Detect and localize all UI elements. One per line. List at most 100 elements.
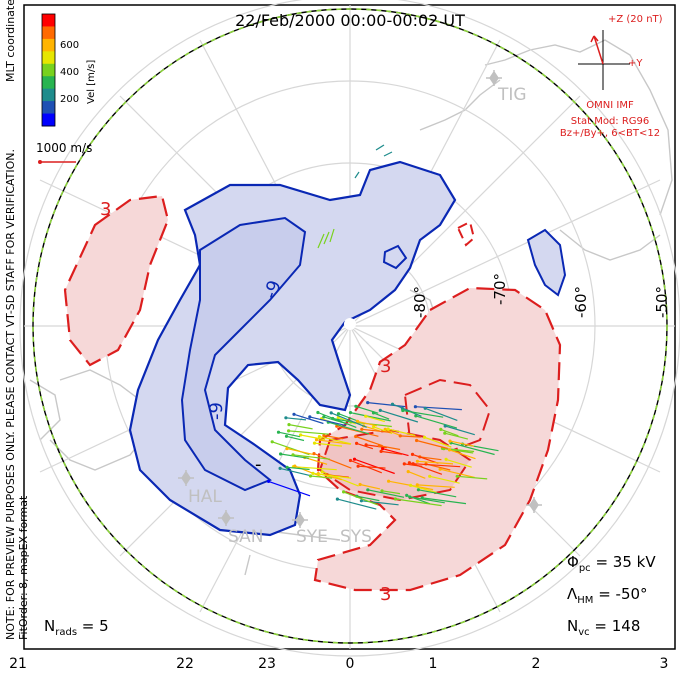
positive-potential-cells bbox=[63, 194, 562, 592]
contour-label-pos-1: 3 bbox=[100, 199, 111, 220]
imf-dial: +Z (20 nT) +Y OMNI IMF Stat Mod: RG96 Bz… bbox=[560, 14, 663, 139]
velocity-vector bbox=[449, 449, 476, 460]
velocity-vector bbox=[288, 430, 330, 435]
stat-phi-pc: Φpc = 35 kV bbox=[567, 553, 656, 574]
velocity-vector-origin bbox=[311, 471, 315, 475]
mlt-tick-1: 1 bbox=[429, 656, 438, 672]
velocity-vector bbox=[382, 448, 409, 457]
stat-lambda-value: -50° bbox=[616, 585, 648, 603]
velocity-vector bbox=[365, 415, 385, 423]
velocity-vector-origin bbox=[317, 435, 321, 439]
imf-source: OMNI IMF bbox=[586, 100, 634, 111]
station-label-sye: SYE bbox=[296, 527, 328, 547]
contour-label-pos-3: 3 bbox=[380, 584, 391, 605]
imf-z-label: +Z (20 nT) bbox=[608, 14, 663, 25]
velocity-vector bbox=[442, 447, 475, 453]
note-mlt-coordinates: MLT coordinates bbox=[4, 0, 17, 82]
map-title: 22/Feb/2000 00:00-00:02 UT bbox=[235, 11, 465, 30]
velocity-vector bbox=[457, 475, 488, 480]
velocity-vector bbox=[286, 435, 305, 442]
velocity-vector bbox=[417, 484, 455, 488]
velocity-vector-origin bbox=[415, 483, 419, 487]
velocity-vector-origin bbox=[372, 425, 376, 429]
velocity-vector bbox=[400, 435, 421, 438]
velocity-vector bbox=[286, 448, 314, 455]
velocity-vector bbox=[450, 442, 495, 456]
stat-lambda-subscript: HM bbox=[577, 595, 593, 606]
station-labels: TIG HAL SAN SYE SYS bbox=[188, 85, 527, 547]
colorbar-swatch bbox=[42, 76, 55, 90]
velocity-vector-origin bbox=[448, 439, 452, 443]
velocity-vector-origin bbox=[444, 457, 448, 461]
velocity-vector bbox=[383, 151, 393, 157]
velocity-vector bbox=[410, 484, 437, 494]
velocity-vector bbox=[395, 498, 442, 507]
scale-vector: 1000 m/s bbox=[36, 141, 92, 164]
velocity-vector bbox=[268, 480, 311, 497]
stat-nvc-value: 148 bbox=[612, 617, 641, 635]
velocity-vector-origin bbox=[383, 427, 387, 431]
velocity-vector bbox=[316, 439, 351, 445]
note-preview: NOTE: FOR PREVIEW PURPOSES ONLY. PLEASE … bbox=[4, 149, 17, 640]
velocity-vector-origin bbox=[329, 411, 333, 415]
velocity-vector-origin bbox=[267, 479, 271, 483]
velocity-vector bbox=[379, 445, 401, 451]
pole-marker bbox=[344, 318, 356, 330]
velocity-vector bbox=[313, 453, 352, 469]
velocity-vector bbox=[300, 434, 326, 441]
stat-nrads-subscript: rads bbox=[55, 627, 77, 638]
velocity-vector bbox=[293, 466, 337, 471]
velocity-vector bbox=[417, 460, 454, 465]
velocity-vector-origin bbox=[422, 435, 427, 439]
velocity-vector bbox=[419, 456, 442, 461]
velocity-vector-origin bbox=[390, 402, 395, 406]
station-marker-tig bbox=[486, 70, 502, 86]
velocity-vector bbox=[356, 495, 380, 502]
velocity-vector bbox=[287, 466, 310, 471]
velocity-vector-origin bbox=[322, 433, 326, 438]
stat-lambda-symbol: Λ bbox=[567, 585, 578, 603]
velocity-vector bbox=[354, 171, 360, 179]
velocity-vector bbox=[350, 412, 391, 422]
velocity-vector-origin bbox=[348, 411, 353, 415]
velocity-colorbar: 600 400 200 Vel [m/s] bbox=[41, 13, 97, 127]
negative-cell-inner bbox=[180, 216, 307, 492]
velocity-vector bbox=[445, 425, 475, 436]
velocity-vector bbox=[323, 231, 330, 245]
colorbar-axis-label: Vel [m/s] bbox=[86, 60, 97, 104]
velocity-vector-origin bbox=[292, 412, 296, 416]
velocity-vector-origin bbox=[308, 474, 313, 478]
colorbar-swatch bbox=[42, 88, 55, 102]
velocity-vector bbox=[412, 453, 439, 464]
heppner-maynard-boundary-dashes bbox=[32, 8, 668, 644]
velocity-vector-origin bbox=[312, 441, 317, 445]
velocity-vector-origin bbox=[342, 490, 346, 494]
velocity-vector bbox=[440, 428, 459, 437]
velocity-vector bbox=[387, 428, 416, 437]
velocity-vector bbox=[355, 435, 383, 447]
velocity-vector-origin bbox=[278, 466, 282, 470]
velocity-vector bbox=[310, 475, 333, 479]
velocity-vector-origin bbox=[398, 434, 402, 438]
velocity-vector bbox=[361, 428, 391, 433]
mlt-tick-0: 0 bbox=[346, 656, 355, 672]
velocity-vector-origin bbox=[411, 462, 415, 466]
velocity-vector-origin bbox=[443, 424, 447, 428]
velocity-vector bbox=[314, 442, 343, 447]
velocity-vector bbox=[357, 420, 378, 427]
velocity-vector bbox=[409, 462, 443, 475]
velocity-vector bbox=[317, 233, 325, 249]
velocity-vector bbox=[293, 413, 324, 425]
imf-vector bbox=[593, 35, 604, 65]
stat-phi-subscript: pc bbox=[579, 563, 591, 574]
colorbar-tick-200: 200 bbox=[60, 94, 79, 105]
velocity-vector-origin bbox=[366, 401, 370, 405]
velocity-vector bbox=[439, 468, 475, 478]
velocity-vector bbox=[356, 442, 374, 450]
velocity-vector-origin bbox=[287, 423, 291, 427]
velocity-vector-origin bbox=[381, 447, 385, 451]
velocity-vector bbox=[278, 431, 301, 438]
velocity-vector-origin bbox=[352, 457, 357, 461]
stat-nvc-symbol: N bbox=[567, 617, 578, 635]
